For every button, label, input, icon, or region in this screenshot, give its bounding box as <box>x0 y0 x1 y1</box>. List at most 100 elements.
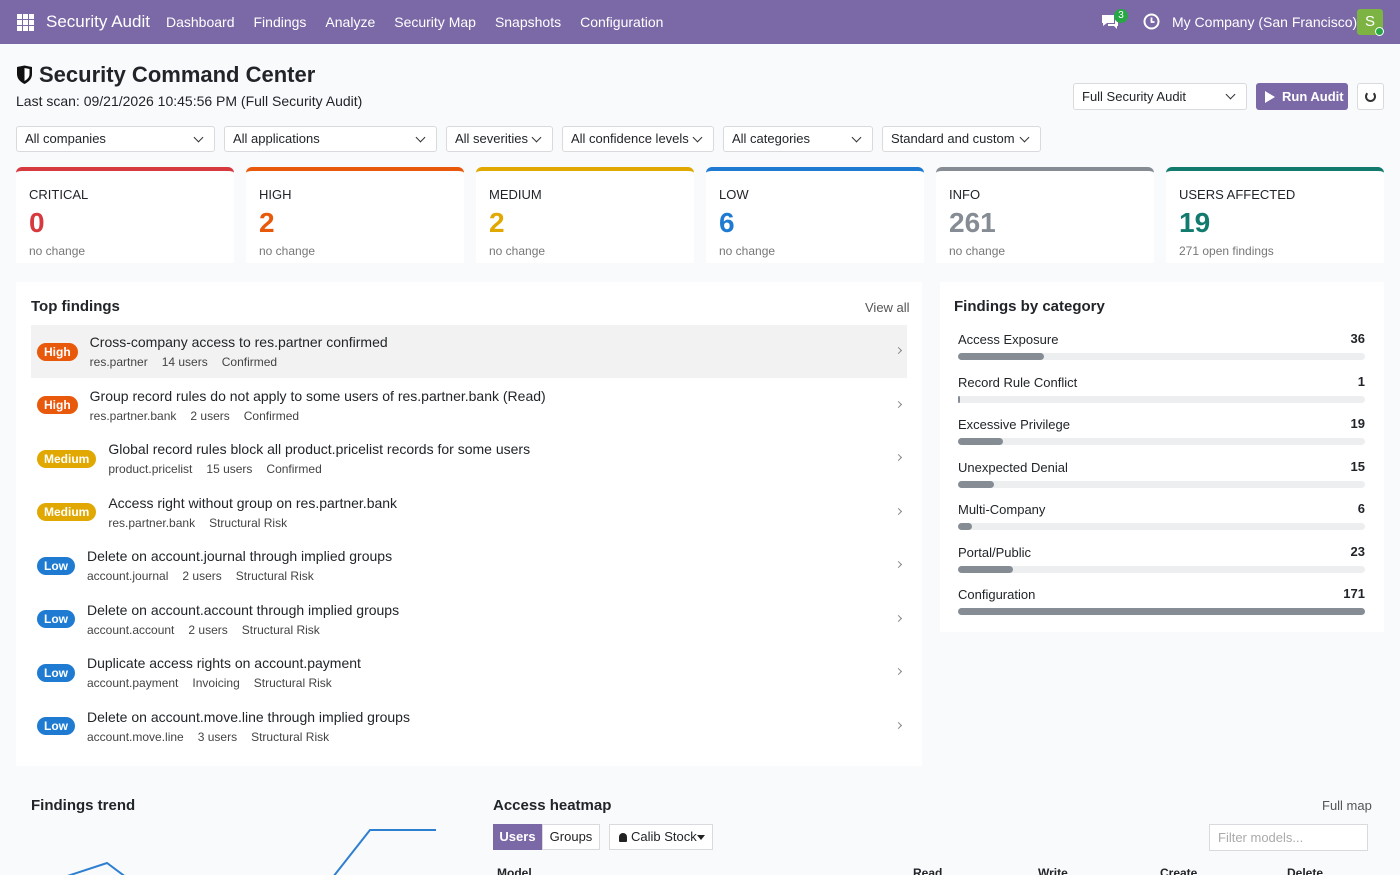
finding-text: Global record rules block all product.pr… <box>108 441 530 476</box>
heatmap-tab[interactable]: Groups <box>542 824 600 850</box>
category-count: 6 <box>1357 501 1365 516</box>
category-name: Access Exposure <box>958 332 1059 347</box>
chevron <box>894 346 903 355</box>
run-audit-button[interactable]: Run Audit <box>1256 83 1348 110</box>
filter-select[interactable]: All confidence levels <box>562 126 714 152</box>
heatmap-tab[interactable]: Users <box>493 824 542 850</box>
refresh-button[interactable] <box>1357 83 1384 110</box>
finding-title: Global record rules block all product.pr… <box>108 441 531 457</box>
category-track <box>958 523 1365 530</box>
finding-meta: account.account 2 users Structural Risk <box>87 623 399 637</box>
finding-meta: account.payment Invoicing Structural Risk <box>87 676 361 690</box>
meta-item: 2 users <box>190 408 230 423</box>
menu-item[interactable]: Analyze <box>325 14 376 30</box>
meta-item: Structural Risk <box>235 569 314 583</box>
category-bar <box>958 608 1365 615</box>
finding-row[interactable]: Low Delete on account.journal through imp… <box>31 539 907 592</box>
filter-select[interactable]: Standard and custom <box>882 126 1041 152</box>
category-count: 1 <box>1357 373 1365 389</box>
card-label: USERS AFFECTED <box>1179 187 1296 202</box>
audit-select[interactable]: Full Security Audit <box>1073 83 1247 110</box>
severity-badge: Medium <box>37 449 97 468</box>
page-title: Security Command Center <box>39 62 316 87</box>
chevron <box>894 400 903 408</box>
filter-input[interactable]: Filter models... <box>1209 824 1368 851</box>
severity-badge: High <box>37 342 78 361</box>
user-icon <box>619 833 627 842</box>
chevron <box>894 614 903 622</box>
filter-select[interactable]: All applications <box>224 126 437 152</box>
menu-item[interactable]: Snapshots <box>494 14 562 30</box>
finding-row[interactable]: High Cross-company access to res.partner … <box>31 325 907 378</box>
finding-title: Delete on account.journal through implie… <box>87 548 393 564</box>
column-header: Create <box>1160 866 1198 875</box>
finding-meta: res.partner 14 users Confirmed <box>90 355 388 369</box>
finding-text: Delete on account.move.line through impl… <box>87 709 410 744</box>
meta-item: Confirmed <box>221 355 278 369</box>
category-bar <box>958 395 961 403</box>
meta-item: account.journal <box>87 569 169 583</box>
company[interactable]: My Company (San Francisco) <box>1172 14 1358 30</box>
finding-meta: res.partner.bank Structural Risk <box>108 516 397 530</box>
meta-item: Confirmed <box>266 462 322 476</box>
user-select[interactable]: Calib Stock <box>609 824 713 850</box>
meta-item: Structural Risk <box>241 622 320 637</box>
app-name[interactable]: Security Audit <box>46 12 150 31</box>
chevron <box>894 721 903 729</box>
menu-item[interactable]: Dashboard <box>166 14 235 30</box>
meta-item: 2 users <box>188 622 228 637</box>
card-note: no change <box>949 244 1006 258</box>
finding-row[interactable]: Medium Global record rules block all prod… <box>31 432 907 485</box>
refresh-icon <box>1365 91 1376 102</box>
finding-row[interactable]: Medium Access right without group on res.… <box>31 486 907 539</box>
category-name: Portal/Public <box>958 544 1031 560</box>
meta-item: Structural Risk <box>251 729 330 744</box>
finding-title: Delete on account.move.line through impl… <box>87 708 410 725</box>
filter-select[interactable]: All companies <box>16 126 215 152</box>
filter-select[interactable]: All categories <box>723 126 873 152</box>
category-count: 171 <box>1343 586 1365 601</box>
menu-item[interactable]: Findings <box>253 14 307 30</box>
card-note: no change <box>489 244 546 258</box>
meta-item: Invoicing <box>192 676 240 690</box>
meta-item: account.payment <box>87 676 179 690</box>
card-value: 6 <box>719 207 735 238</box>
summary-card: CRITICAL 0 no change <box>16 167 234 263</box>
meta-item: res.partner.bank <box>89 408 177 423</box>
finding-row[interactable]: Low Duplicate access rights on account.pa… <box>31 646 907 699</box>
severity-badge: Low <box>37 663 75 682</box>
category-bar <box>958 353 1044 360</box>
severity-badge: High <box>37 396 78 414</box>
finding-row[interactable]: High Group record rules do not apply to s… <box>31 379 907 432</box>
category-name: Multi-Company <box>958 502 1046 517</box>
trend-line <box>67 829 436 875</box>
card-value: 2 <box>259 207 275 238</box>
category-bar <box>958 480 994 488</box>
category-track <box>958 353 1365 360</box>
finding-text: Access right without group on res.partne… <box>108 495 397 530</box>
status-dot <box>1375 27 1384 36</box>
meta-item: account.move.line <box>87 729 184 744</box>
category-bar <box>958 565 1013 573</box>
filter-select[interactable]: All severities <box>446 126 553 152</box>
clock-icon[interactable] <box>1143 13 1160 30</box>
apps-icon[interactable] <box>17 14 34 31</box>
card-label: LOW <box>719 187 749 202</box>
meta-item: 15 users <box>206 462 253 476</box>
chevron <box>894 667 903 676</box>
finding-meta: product.pricelist 15 users Confirmed <box>108 462 530 476</box>
menu-item[interactable]: Security Map <box>394 14 476 30</box>
finding-text: Duplicate access rights on account.payme… <box>87 655 361 690</box>
finding-meta: res.partner.bank 2 users Confirmed <box>90 409 546 423</box>
full-map-link[interactable]: Full map <box>1322 798 1372 813</box>
finding-title: Cross-company access to res.partner conf… <box>89 334 388 350</box>
finding-row[interactable]: Low Delete on account.move.line through i… <box>31 700 907 753</box>
menu-item[interactable]: Configuration <box>580 14 664 30</box>
meta-item: 2 users <box>182 569 222 583</box>
menu: Dashboard Findings Analyze Security Map Snap… <box>166 14 663 30</box>
finding-row[interactable]: Low Delete on account.account through imp… <box>31 593 907 646</box>
section-title: Findings by category <box>954 298 1105 315</box>
view-all-link[interactable]: View all <box>865 300 910 315</box>
column-header: Model <box>497 866 532 875</box>
